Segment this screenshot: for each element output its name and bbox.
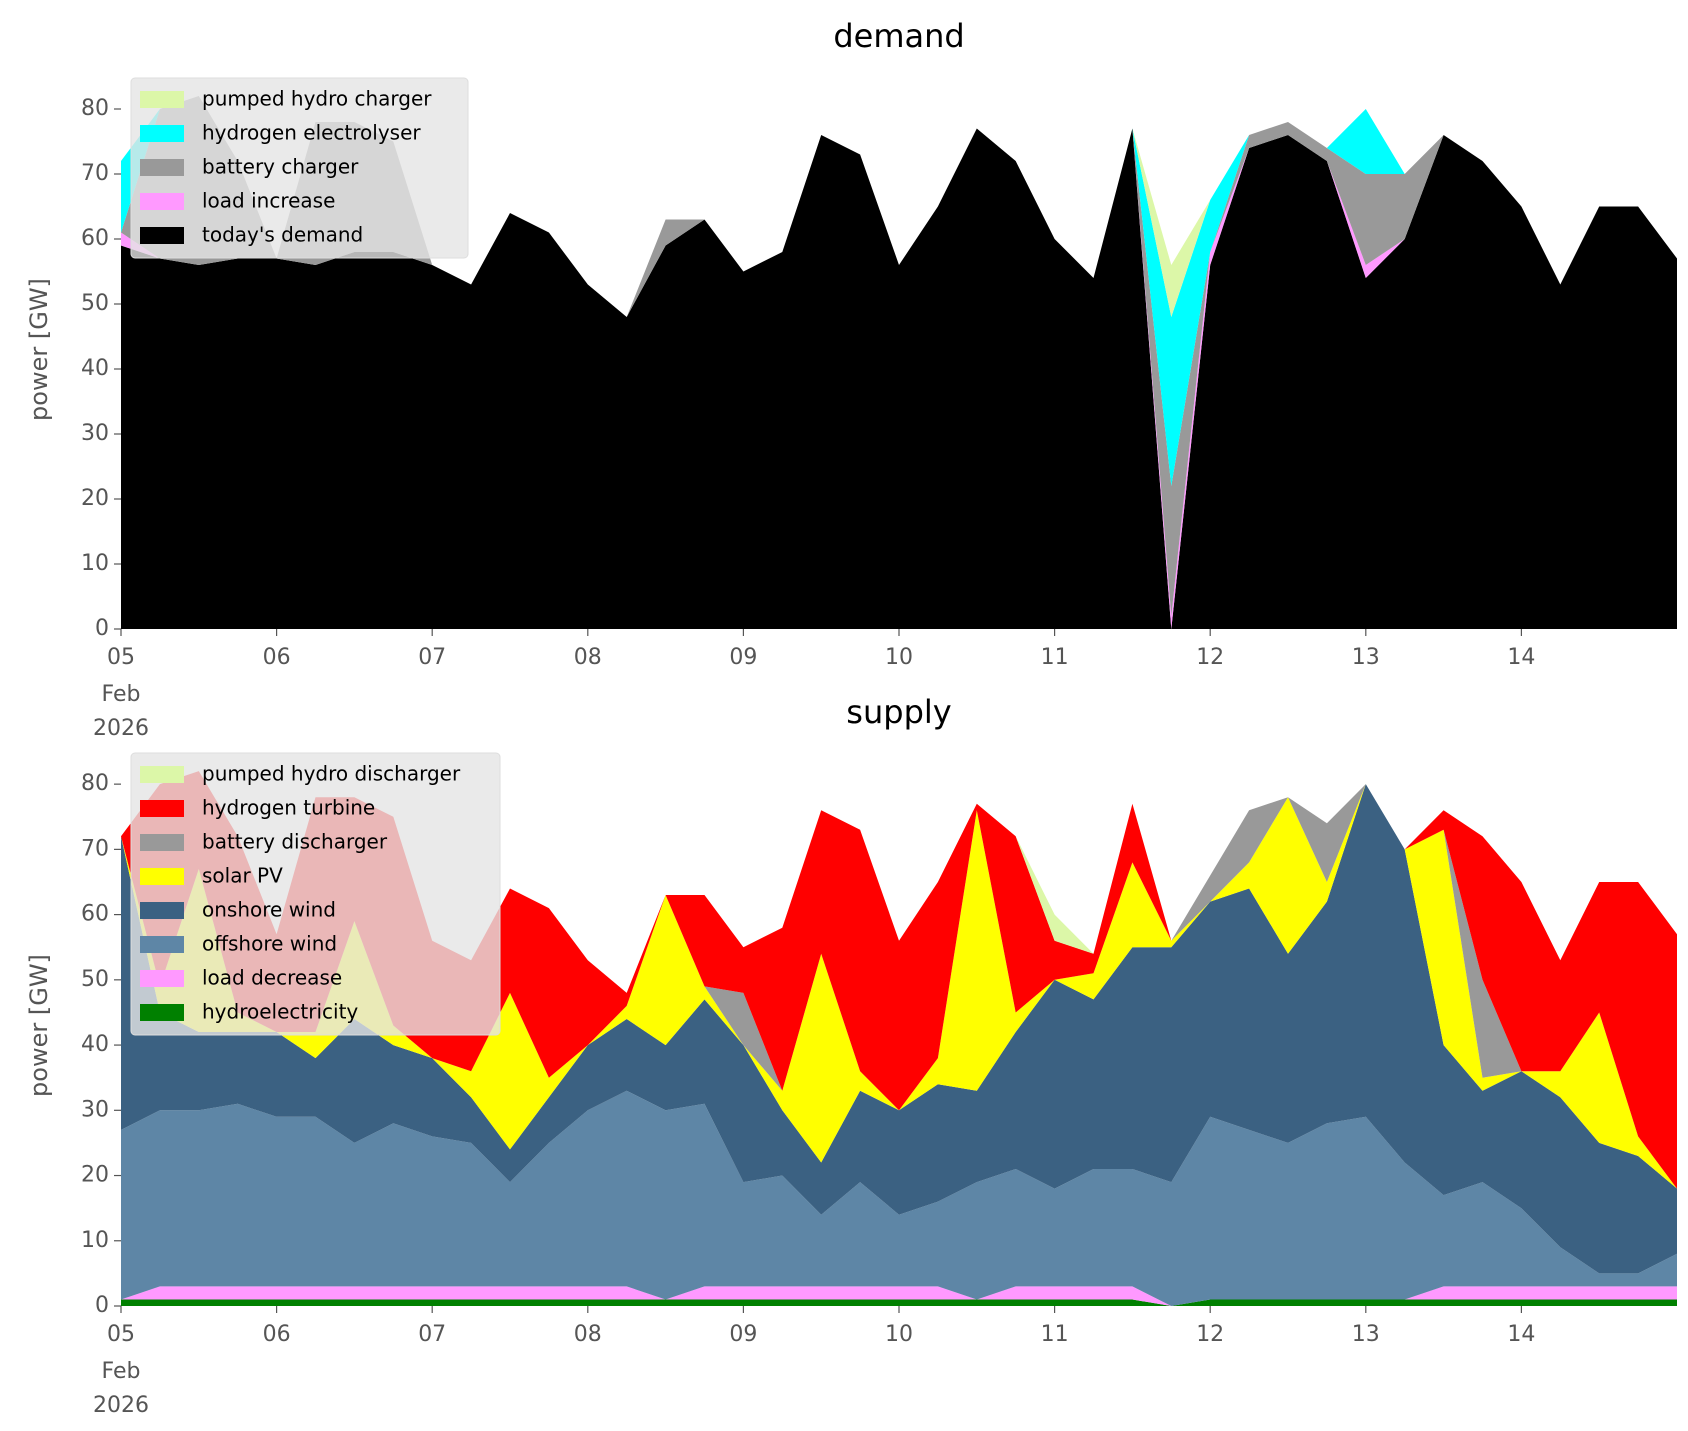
- legend-swatch: [140, 1004, 184, 1021]
- legend-label: pumped hydro charger: [202, 87, 432, 111]
- y-tick-label: 0: [95, 616, 109, 641]
- legend: pumped hydro charger hydrogen electrolyse…: [130, 77, 469, 259]
- x-tick-label: 10: [885, 645, 913, 670]
- legend-swatch: [140, 91, 184, 108]
- legend-label: onshore wind: [202, 898, 336, 922]
- legend-label: load decrease: [202, 966, 342, 990]
- x-tick-sublabel: 2026: [93, 716, 149, 741]
- x-tick-label: 11: [1041, 1322, 1069, 1347]
- legend-swatch: [140, 970, 184, 987]
- legend-swatch: [140, 834, 184, 851]
- y-tick-label: 10: [81, 1228, 109, 1253]
- legend-label: today's demand: [202, 223, 363, 247]
- legend-swatch: [140, 800, 184, 817]
- x-tick-label: 14: [1507, 1322, 1535, 1347]
- y-tick-label: 40: [81, 1032, 109, 1057]
- subplot: supply power [GW] 0 10 20 30 40 50 60 70 80 05 06 07 0…: [25, 693, 1677, 1418]
- legend: pumped hydro discharger hydrogen turbine b…: [130, 752, 501, 1036]
- area: [121, 1090, 1677, 1306]
- legend-swatch: [140, 902, 184, 919]
- legend-swatch: [140, 868, 184, 885]
- x-tick-label: 12: [1196, 1322, 1224, 1347]
- x-tick-label: 06: [263, 645, 291, 670]
- area: [121, 1286, 1677, 1306]
- y-tick-label: 50: [81, 291, 109, 316]
- legend-label: pumped hydro discharger: [202, 762, 461, 786]
- y-tick-label: 70: [81, 836, 109, 861]
- y-tick-label: 80: [81, 96, 109, 121]
- legend-swatch: [140, 227, 184, 244]
- x-tick-label: 13: [1352, 645, 1380, 670]
- y-tick-label: 20: [81, 486, 109, 511]
- x-tick-label: 05: [107, 1322, 135, 1347]
- y-tick-label: 10: [81, 551, 109, 576]
- x-tick-label: 05: [107, 645, 135, 670]
- subplot: demand power [GW] 0 10 20 30 40 50 60 70 80 05 06 07 0…: [25, 17, 1677, 741]
- legend-label: hydrogen turbine: [202, 796, 375, 820]
- area: [121, 1299, 1677, 1306]
- y-tick-label: 50: [81, 967, 109, 992]
- chart-title: supply: [846, 693, 951, 731]
- legend-swatch: [140, 936, 184, 953]
- x-tick-label: 11: [1041, 645, 1069, 670]
- x-tick-label: 07: [418, 1322, 446, 1347]
- y-tick-label: 80: [81, 771, 109, 796]
- x-tick-label: 09: [729, 645, 757, 670]
- y-tick-label: 60: [81, 226, 109, 251]
- y-axis-label: power [GW]: [25, 954, 53, 1097]
- x-tick-sublabel: Feb: [102, 1359, 141, 1384]
- y-tick-label: 20: [81, 1163, 109, 1188]
- x-tick-label: 07: [418, 645, 446, 670]
- legend-label: solar PV: [202, 864, 283, 888]
- x-tick-label: 09: [729, 1322, 757, 1347]
- x-tick-sublabel: Feb: [102, 682, 141, 707]
- area: [121, 771, 1677, 1189]
- legend-label: offshore wind: [202, 932, 337, 956]
- area: [121, 128, 1677, 629]
- area: [121, 784, 1677, 1189]
- y-tick-label: 70: [81, 161, 109, 186]
- legend-label: load increase: [202, 189, 335, 213]
- x-tick-label: 12: [1196, 645, 1224, 670]
- y-tick-label: 30: [81, 421, 109, 446]
- legend-box: [130, 752, 501, 1036]
- legend-label: battery charger: [202, 155, 359, 179]
- legend-box: [130, 77, 469, 259]
- x-tick-sublabel: 2026: [93, 1393, 149, 1418]
- x-tick-label: 06: [263, 1322, 291, 1347]
- legend-label: hydroelectricity: [202, 1000, 358, 1024]
- x-tick-label: 08: [574, 645, 602, 670]
- chart-title: demand: [833, 17, 964, 55]
- legend-swatch: [140, 193, 184, 210]
- y-tick-label: 30: [81, 1097, 109, 1122]
- y-tick-label: 0: [95, 1293, 109, 1318]
- y-tick-label: 60: [81, 902, 109, 927]
- x-tick-label: 08: [574, 1322, 602, 1347]
- x-tick-label: 14: [1507, 645, 1535, 670]
- legend-swatch: [140, 125, 184, 142]
- y-tick-label: 40: [81, 356, 109, 381]
- legend-label: battery discharger: [202, 830, 388, 854]
- area: [121, 784, 1677, 1274]
- legend-swatch: [140, 766, 184, 783]
- x-tick-label: 13: [1352, 1322, 1380, 1347]
- legend-swatch: [140, 159, 184, 176]
- legend-label: hydrogen electrolyser: [202, 121, 421, 145]
- y-axis-label: power [GW]: [25, 278, 53, 421]
- x-tick-label: 10: [885, 1322, 913, 1347]
